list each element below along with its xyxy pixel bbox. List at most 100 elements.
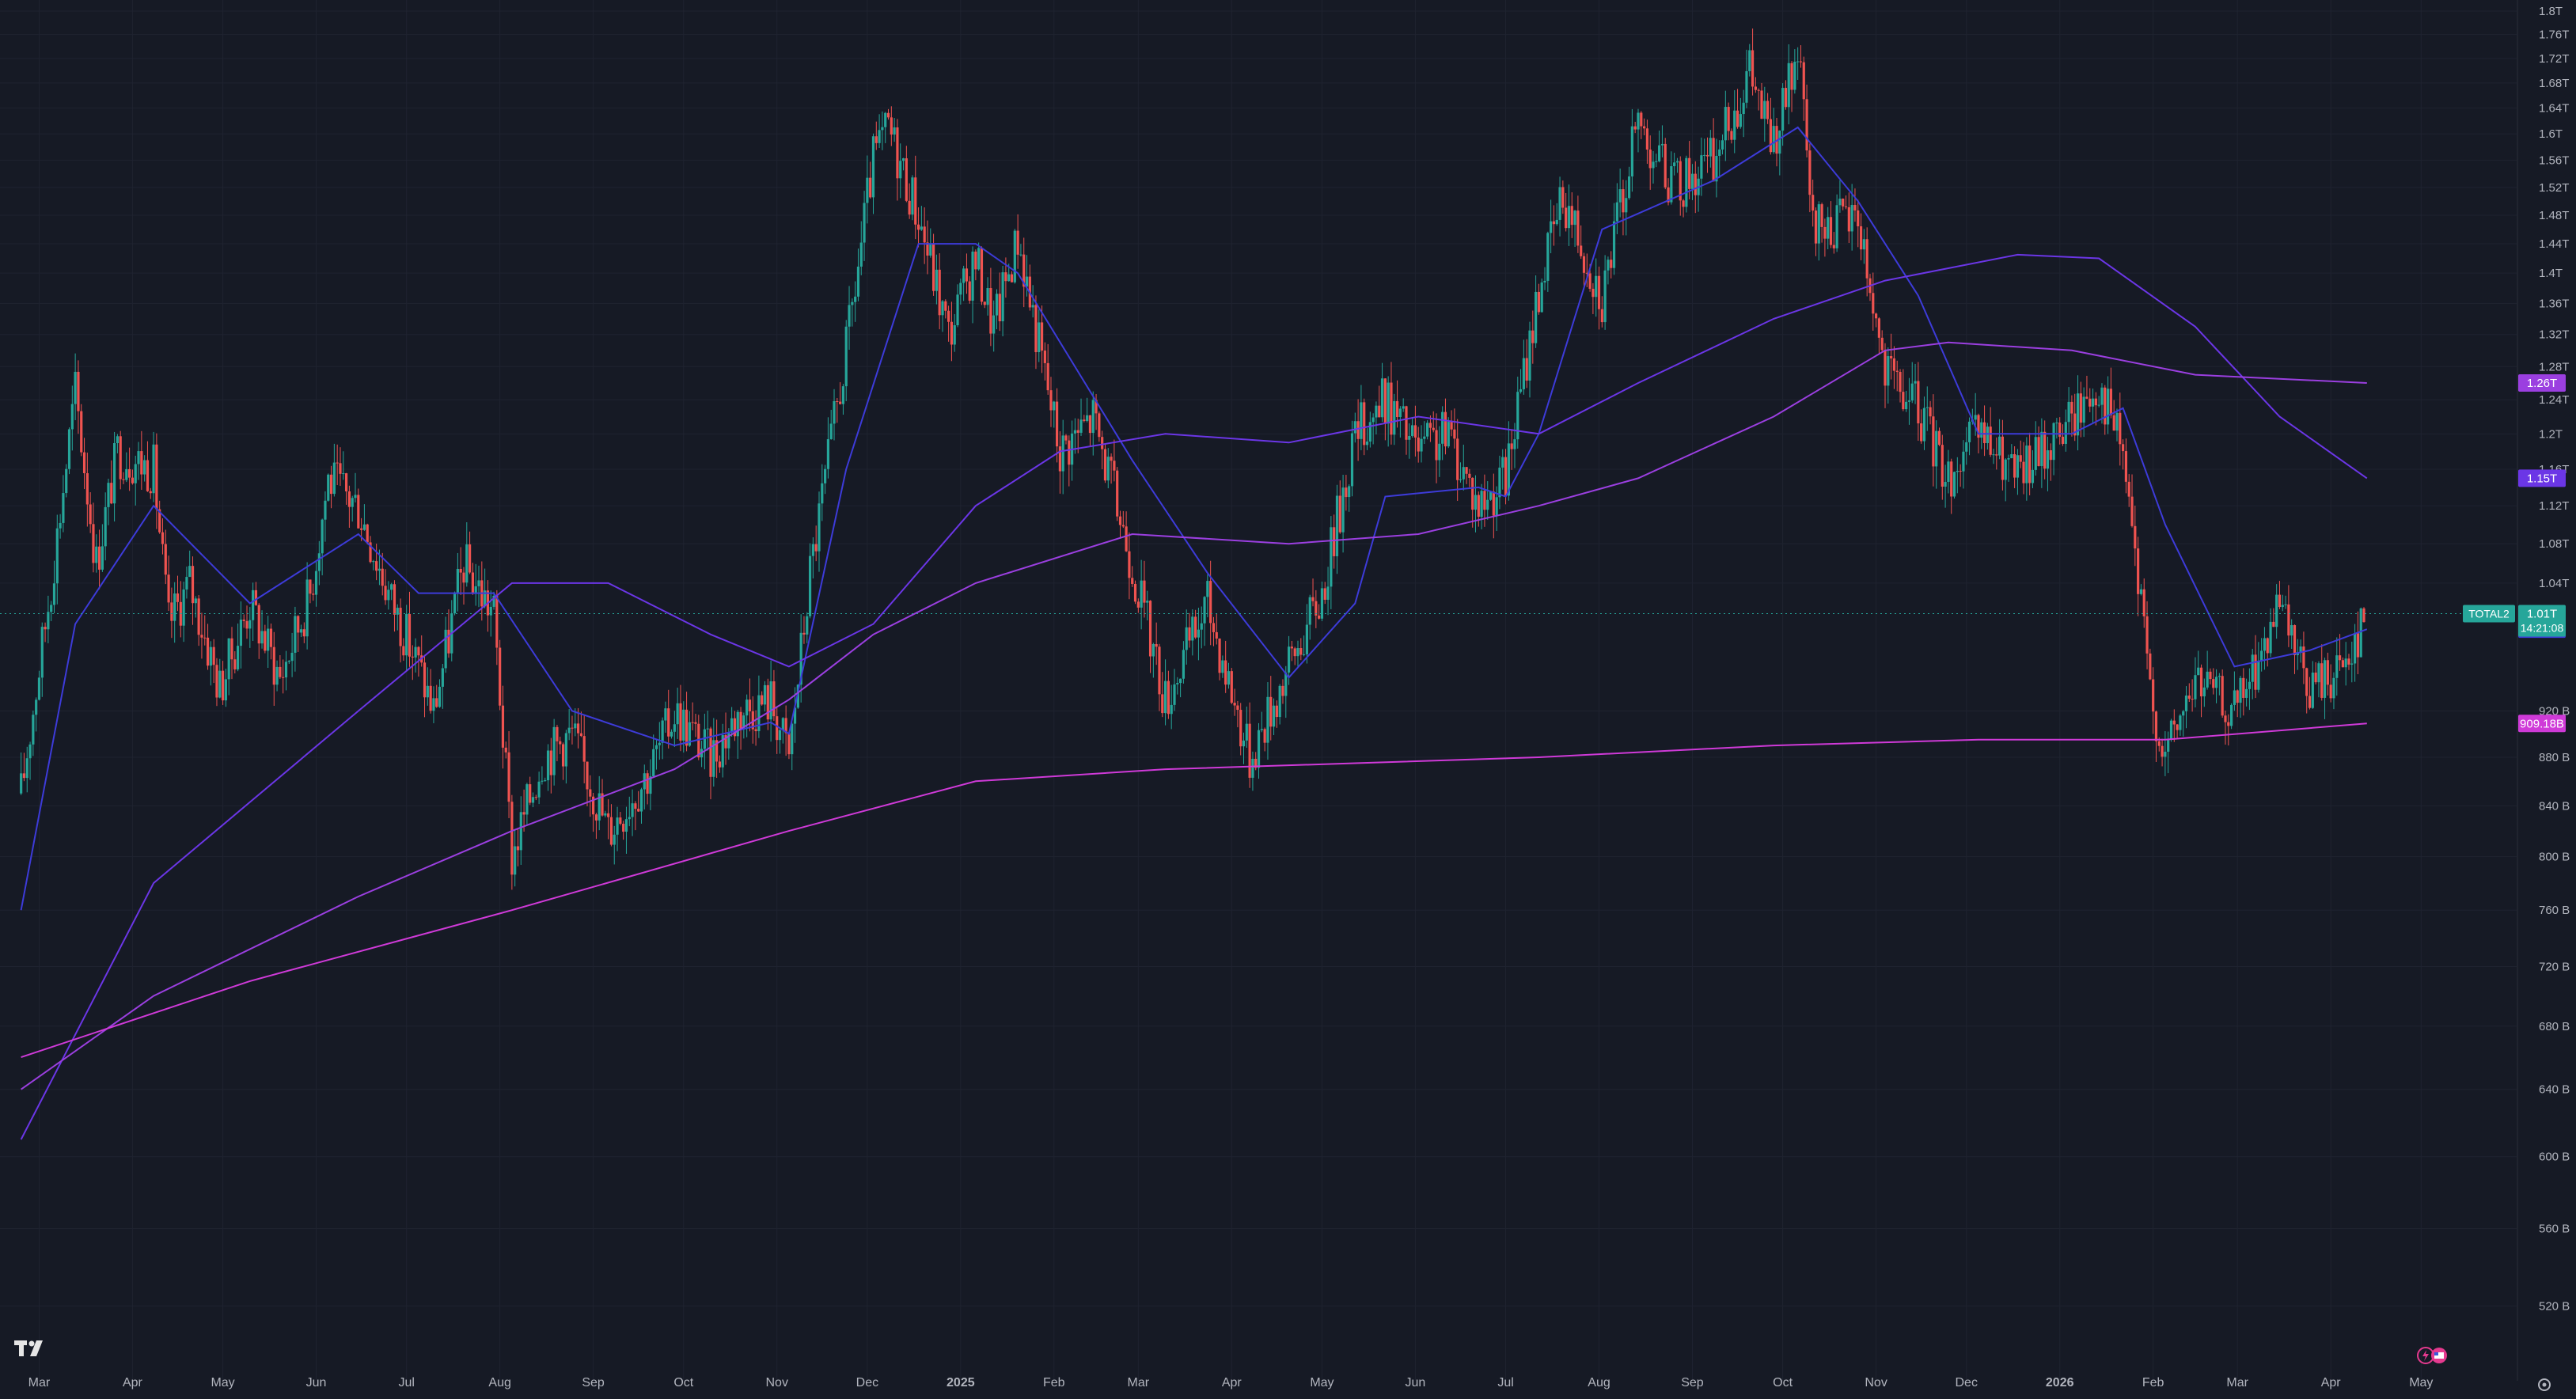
candle-body [519, 812, 522, 851]
chart-settings-gear-icon[interactable] [2536, 1377, 2552, 1393]
candle-body [95, 546, 98, 563]
candle-body [1073, 430, 1077, 434]
candle-body [447, 629, 450, 654]
candle-body [1398, 408, 1402, 418]
candle-body [104, 506, 107, 547]
y-tick-label: 1.48T [2539, 209, 2569, 222]
candle-body [796, 684, 799, 708]
tradingview-logo-icon[interactable] [13, 1337, 49, 1359]
candle-body [778, 730, 782, 741]
candle-body [176, 593, 180, 602]
candle-body [1356, 421, 1360, 439]
candle-body [465, 544, 469, 583]
candle-body [769, 681, 772, 720]
candle-body [1980, 422, 1983, 438]
candle-body [962, 268, 966, 283]
candle-body [67, 429, 71, 469]
candle-body [956, 294, 959, 326]
candle-body [203, 637, 207, 639]
y-tick-label: 1.28T [2539, 360, 2569, 373]
candle-body [953, 325, 956, 345]
candle-body [974, 251, 977, 270]
price-axis[interactable]: 1.8T 1.76T 1.72T 1.68T 1.64T 1.6T 1.56T 1.52T 1.… [2539, 5, 2570, 1313]
candle-body [983, 301, 986, 305]
candle-body [1630, 126, 1633, 176]
candle-body [140, 451, 143, 475]
market-status-icons[interactable] [2415, 1345, 2450, 1366]
candle-body [279, 666, 282, 677]
candle-body [763, 684, 767, 705]
candle-body [2191, 699, 2194, 700]
time-axis[interactable]: Mar Apr May Jun Jul Aug Sep Oct Nov Dec 2025 Feb Mar… [28, 1376, 2434, 1390]
candle-body [667, 708, 670, 737]
y-tick-label: 560 B [2539, 1223, 2570, 1236]
candle-body [754, 729, 757, 732]
candle-body [1315, 601, 1318, 616]
candle-body [1769, 119, 1773, 153]
candle-body [317, 553, 321, 571]
candle-body [2064, 422, 2067, 444]
candle-body [2091, 398, 2095, 407]
candle-body [727, 732, 730, 749]
candle-body [1441, 411, 1444, 444]
candle-body [1468, 473, 1471, 478]
candle-body [1019, 254, 1022, 256]
candle-body [594, 814, 598, 821]
candle-body [1703, 154, 1706, 156]
candle-body [1022, 254, 1026, 287]
candle-body [977, 248, 981, 270]
candle-body [441, 668, 444, 687]
candle-body [309, 579, 312, 594]
candle-body [1206, 581, 1209, 597]
candle-body [1091, 400, 1095, 434]
candle-body [119, 436, 122, 480]
candle-body [25, 758, 28, 779]
candle-body [561, 744, 565, 767]
candle-body [1582, 256, 1586, 273]
candle-body [866, 177, 869, 203]
candle-body [1318, 615, 1321, 619]
candle-body [923, 226, 926, 243]
candle-body [986, 288, 989, 305]
candle-body [1540, 282, 1543, 313]
candle-body [784, 718, 787, 734]
candle-body [2167, 739, 2170, 752]
candle-body [1498, 467, 1501, 498]
candle-body [474, 586, 477, 594]
candle-body [1986, 427, 1989, 443]
candle-body [2022, 461, 2025, 483]
candle-body [2332, 677, 2335, 699]
candle-body [1887, 356, 1890, 386]
candle-body [1658, 145, 1661, 161]
candle-body [950, 321, 954, 345]
candle-body [1877, 318, 1880, 338]
y-tick-label: 920 B [2539, 704, 2570, 718]
candle-body [2182, 711, 2185, 716]
x-tick-label: Oct [1773, 1376, 1793, 1390]
candle-body [1892, 358, 1896, 371]
candle-body [1842, 199, 1845, 207]
y-tick-label: 1.76T [2539, 28, 2569, 42]
candle-body [529, 784, 532, 803]
candle-body [260, 631, 264, 644]
candle-body [676, 703, 679, 725]
candle-body [2229, 704, 2233, 726]
candle-body [429, 685, 432, 711]
candle-body [435, 698, 438, 707]
candle-body [1296, 648, 1299, 657]
candle-body [2199, 667, 2203, 697]
ma-value-badge [2518, 469, 2566, 487]
candle-body [1504, 457, 1508, 496]
candle-body [453, 592, 457, 614]
candle-body [1935, 430, 1938, 467]
last-price-label: 1.01T [2527, 607, 2557, 620]
candle-body [2275, 594, 2278, 627]
candle-body [619, 817, 622, 824]
candle-body [1546, 233, 1550, 281]
candle-body [393, 584, 396, 615]
candle-body [1350, 433, 1354, 487]
candle-body [197, 598, 200, 635]
candle-body [2010, 453, 2013, 459]
candle-body [1859, 226, 1863, 250]
